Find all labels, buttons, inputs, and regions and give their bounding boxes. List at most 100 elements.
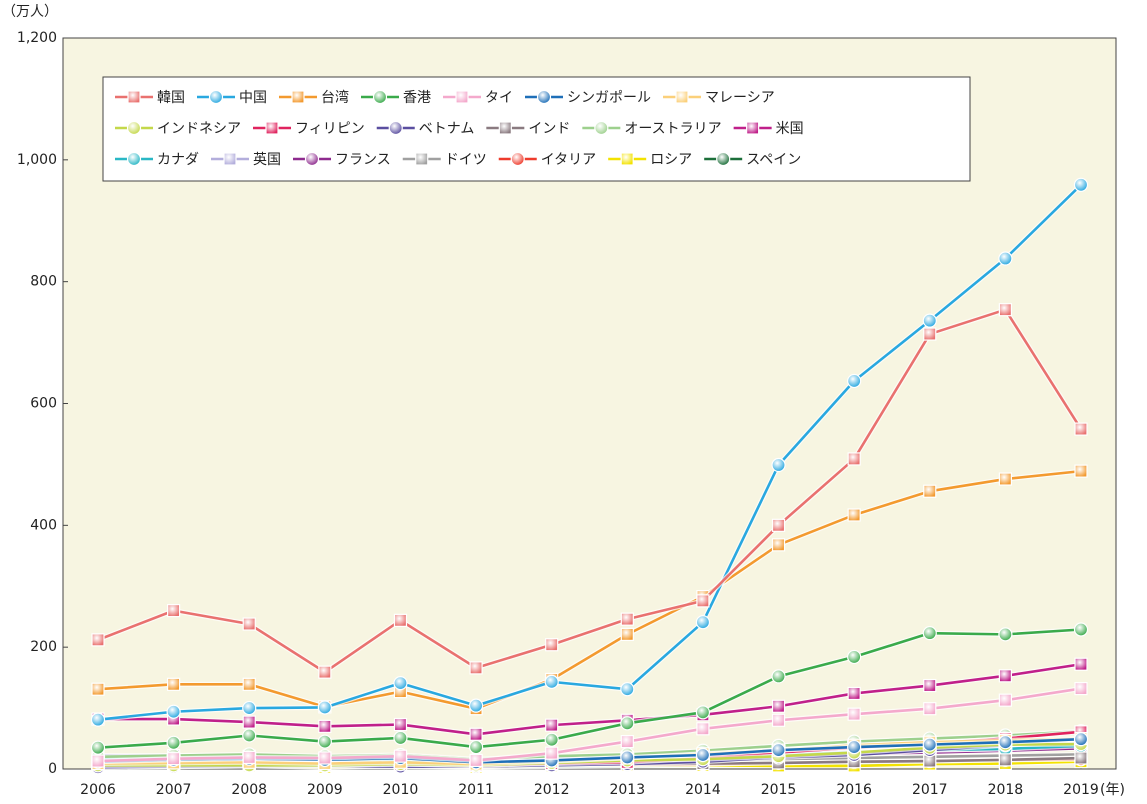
- legend-label: インドネシア: [157, 121, 241, 137]
- point: [242, 700, 257, 716]
- point: [1074, 681, 1088, 696]
- y-tick-label: 200: [30, 639, 57, 655]
- x-tick-label: 2015: [761, 782, 797, 798]
- line: [97, 183, 1082, 721]
- point: [91, 682, 105, 696]
- point: [1074, 751, 1088, 765]
- point: [91, 754, 105, 768]
- legend-label: 韓国: [157, 90, 185, 106]
- point: [771, 743, 786, 758]
- x-tick-label: 2011: [458, 782, 494, 798]
- legend-marker: [208, 89, 224, 105]
- point: [620, 612, 634, 626]
- point: [90, 740, 106, 755]
- x-tick-label: 2012: [534, 782, 570, 798]
- point: [695, 615, 711, 630]
- y-tick-label: 600: [30, 396, 57, 412]
- point: [998, 693, 1012, 707]
- y-tick-label: 800: [30, 274, 57, 290]
- point: [393, 613, 408, 627]
- line: [97, 628, 1082, 749]
- point: [91, 633, 105, 647]
- point: [1073, 622, 1089, 637]
- point: [695, 705, 711, 720]
- point: [317, 734, 332, 749]
- x-tick-label: 2019: [1063, 782, 1099, 798]
- point: [544, 674, 559, 689]
- point: [393, 676, 408, 691]
- legend-marker: [304, 151, 320, 167]
- legend-label: スペイン: [746, 152, 801, 168]
- line: [97, 469, 1082, 710]
- legend-label: フィリピン: [295, 121, 365, 137]
- point: [922, 737, 937, 752]
- point: [393, 749, 408, 763]
- legend-marker: [265, 121, 279, 135]
- point: [167, 604, 181, 618]
- point: [242, 715, 256, 729]
- point: [847, 707, 861, 721]
- legend-marker: [415, 152, 429, 166]
- legend-label: 香港: [403, 90, 431, 106]
- point: [923, 678, 937, 693]
- legend-marker: [536, 89, 552, 105]
- legend-marker: [498, 121, 512, 135]
- legend-label: 米国: [776, 121, 804, 137]
- point: [545, 746, 559, 760]
- legend-label: フランス: [335, 152, 391, 168]
- point: [696, 594, 710, 608]
- legend-label: タイ: [485, 90, 513, 106]
- point: [545, 638, 559, 652]
- point: [620, 750, 635, 765]
- point: [167, 677, 181, 691]
- point: [847, 452, 861, 466]
- point: [847, 508, 861, 522]
- legend-marker: [388, 120, 403, 136]
- point: [1073, 732, 1089, 747]
- x-tick-label: 2018: [988, 782, 1024, 798]
- series: [90, 622, 1089, 755]
- point: [998, 735, 1013, 750]
- point: [393, 730, 408, 746]
- line: [98, 662, 1082, 736]
- x-unit: (年): [1100, 782, 1125, 798]
- x-tick-label: 2014: [685, 782, 721, 798]
- point: [923, 327, 937, 341]
- point: [317, 700, 332, 715]
- point: [998, 251, 1013, 266]
- point: [318, 751, 332, 765]
- point: [771, 699, 786, 713]
- point: [242, 617, 256, 631]
- point: [620, 734, 634, 749]
- point: [696, 722, 710, 736]
- point: [695, 747, 711, 763]
- legend-marker: [716, 151, 731, 167]
- legend-marker: [675, 90, 689, 104]
- point: [468, 698, 484, 713]
- point: [923, 484, 937, 498]
- point: [544, 732, 559, 747]
- legend-label: シンガポール: [567, 90, 651, 106]
- legend-marker: [127, 90, 141, 104]
- point: [242, 750, 256, 765]
- point: [847, 373, 862, 389]
- point: [998, 753, 1012, 767]
- point: [998, 627, 1013, 642]
- series: [91, 681, 1088, 768]
- legend-label: カナダ: [157, 152, 199, 168]
- x-tick-label: 2016: [836, 782, 872, 798]
- y-unit: （万人）: [2, 4, 58, 20]
- point: [1074, 464, 1088, 478]
- y-tick-label: 0: [48, 761, 57, 777]
- x-tick-label: 2010: [383, 782, 419, 798]
- x-tick-label: 2006: [80, 782, 116, 798]
- legend-label: 中国: [239, 90, 267, 106]
- point: [166, 704, 181, 719]
- line: [97, 729, 1082, 761]
- line: [97, 308, 1083, 674]
- legend-label: ロシア: [650, 152, 692, 168]
- point: [469, 753, 483, 768]
- point: [167, 752, 181, 766]
